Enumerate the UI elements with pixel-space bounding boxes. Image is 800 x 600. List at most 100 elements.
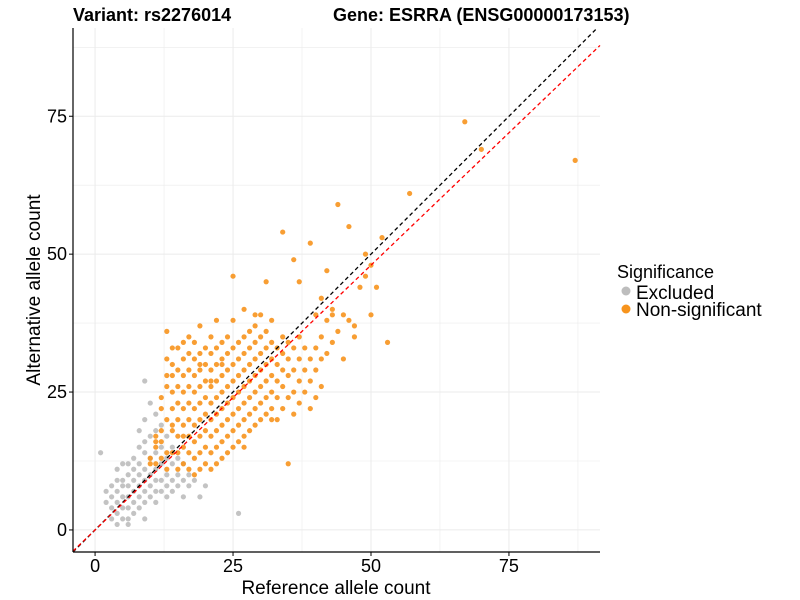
point-non-significant — [164, 466, 170, 472]
point-non-significant — [169, 405, 175, 412]
point-non-significant — [213, 345, 220, 351]
point-non-significant — [180, 461, 186, 467]
point-excluded — [164, 433, 170, 439]
point-excluded — [175, 483, 181, 489]
point-excluded — [120, 477, 126, 483]
point-non-significant — [202, 361, 209, 368]
point-non-significant — [407, 190, 413, 197]
point-non-significant — [213, 361, 220, 368]
point-non-significant — [235, 405, 242, 412]
point-non-significant — [269, 389, 275, 395]
point-non-significant — [274, 417, 280, 423]
point-non-significant — [280, 383, 286, 390]
point-excluded — [153, 477, 159, 483]
point-non-significant — [274, 378, 280, 384]
point-non-significant — [175, 367, 181, 373]
point-non-significant — [208, 400, 214, 406]
point-non-significant — [202, 378, 209, 384]
point-excluded — [131, 499, 137, 505]
point-non-significant — [197, 417, 203, 423]
point-non-significant — [280, 334, 286, 340]
point-excluded — [142, 450, 148, 456]
grid-lines — [73, 28, 600, 552]
point-non-significant — [269, 339, 275, 345]
point-non-significant — [147, 455, 153, 461]
point-excluded — [169, 461, 175, 467]
point-excluded — [147, 494, 153, 500]
point-non-significant — [269, 417, 275, 423]
point-excluded — [131, 466, 137, 472]
point-non-significant — [252, 312, 258, 318]
point-non-significant — [213, 444, 220, 450]
point-excluded — [169, 444, 175, 450]
point-excluded — [147, 433, 153, 439]
point-excluded — [180, 477, 186, 483]
point-excluded — [142, 499, 148, 505]
point-excluded — [186, 472, 192, 478]
point-non-significant — [462, 119, 468, 125]
point-excluded — [153, 488, 159, 494]
point-non-significant — [246, 428, 253, 434]
point-non-significant — [241, 367, 247, 373]
point-non-significant — [219, 422, 225, 428]
point-non-significant — [263, 411, 269, 417]
point-non-significant — [258, 400, 264, 406]
point-non-significant — [186, 367, 192, 373]
x-tick-label: 75 — [499, 556, 519, 576]
point-excluded — [120, 494, 126, 500]
point-excluded — [120, 461, 126, 467]
point-excluded — [235, 510, 242, 516]
y-tick-label: 75 — [47, 106, 67, 126]
point-excluded — [142, 417, 148, 423]
point-excluded — [136, 494, 142, 500]
point-excluded — [114, 499, 120, 505]
point-non-significant — [169, 372, 175, 379]
point-excluded — [109, 516, 115, 522]
point-non-significant — [197, 400, 203, 406]
point-non-significant — [202, 345, 209, 351]
point-non-significant — [252, 405, 258, 412]
point-non-significant — [191, 472, 198, 478]
axes: 0 25 50 75 0 25 50 75 — [47, 28, 600, 576]
point-non-significant — [478, 146, 484, 152]
point-non-significant — [263, 378, 269, 384]
point-excluded — [169, 477, 175, 483]
point-non-significant — [175, 383, 181, 390]
point-non-significant — [263, 345, 269, 351]
point-non-significant — [291, 257, 297, 263]
point-non-significant — [291, 345, 297, 351]
point-non-significant — [291, 411, 297, 417]
point-excluded — [131, 455, 137, 461]
point-non-significant — [208, 450, 214, 456]
point-excluded — [120, 516, 126, 522]
point-excluded — [131, 477, 137, 483]
point-non-significant — [269, 317, 275, 323]
legend-key-non-significant — [621, 304, 631, 314]
point-non-significant — [191, 372, 198, 379]
point-excluded — [120, 505, 126, 511]
point-non-significant — [302, 389, 308, 395]
point-non-significant — [186, 466, 192, 472]
point-excluded — [136, 428, 142, 434]
point-non-significant — [153, 444, 159, 450]
chart-title-gene: Gene: ESRRA (ENSG00000173153) — [333, 5, 629, 25]
y-tick-label: 0 — [57, 520, 67, 540]
point-non-significant — [208, 367, 214, 373]
point-non-significant — [379, 235, 385, 241]
point-non-significant — [235, 339, 242, 345]
point-non-significant — [219, 361, 225, 368]
point-non-significant — [186, 350, 192, 357]
point-non-significant — [252, 339, 258, 345]
point-non-significant — [169, 422, 175, 428]
point-non-significant — [269, 405, 275, 412]
point-non-significant — [202, 394, 209, 401]
point-non-significant — [197, 350, 203, 357]
point-non-significant — [346, 223, 352, 230]
point-non-significant — [313, 394, 319, 401]
point-excluded — [125, 516, 131, 522]
point-non-significant — [175, 417, 181, 423]
point-non-significant — [158, 455, 164, 461]
point-non-significant — [241, 444, 247, 450]
point-non-significant — [164, 356, 170, 362]
point-non-significant — [362, 273, 369, 279]
